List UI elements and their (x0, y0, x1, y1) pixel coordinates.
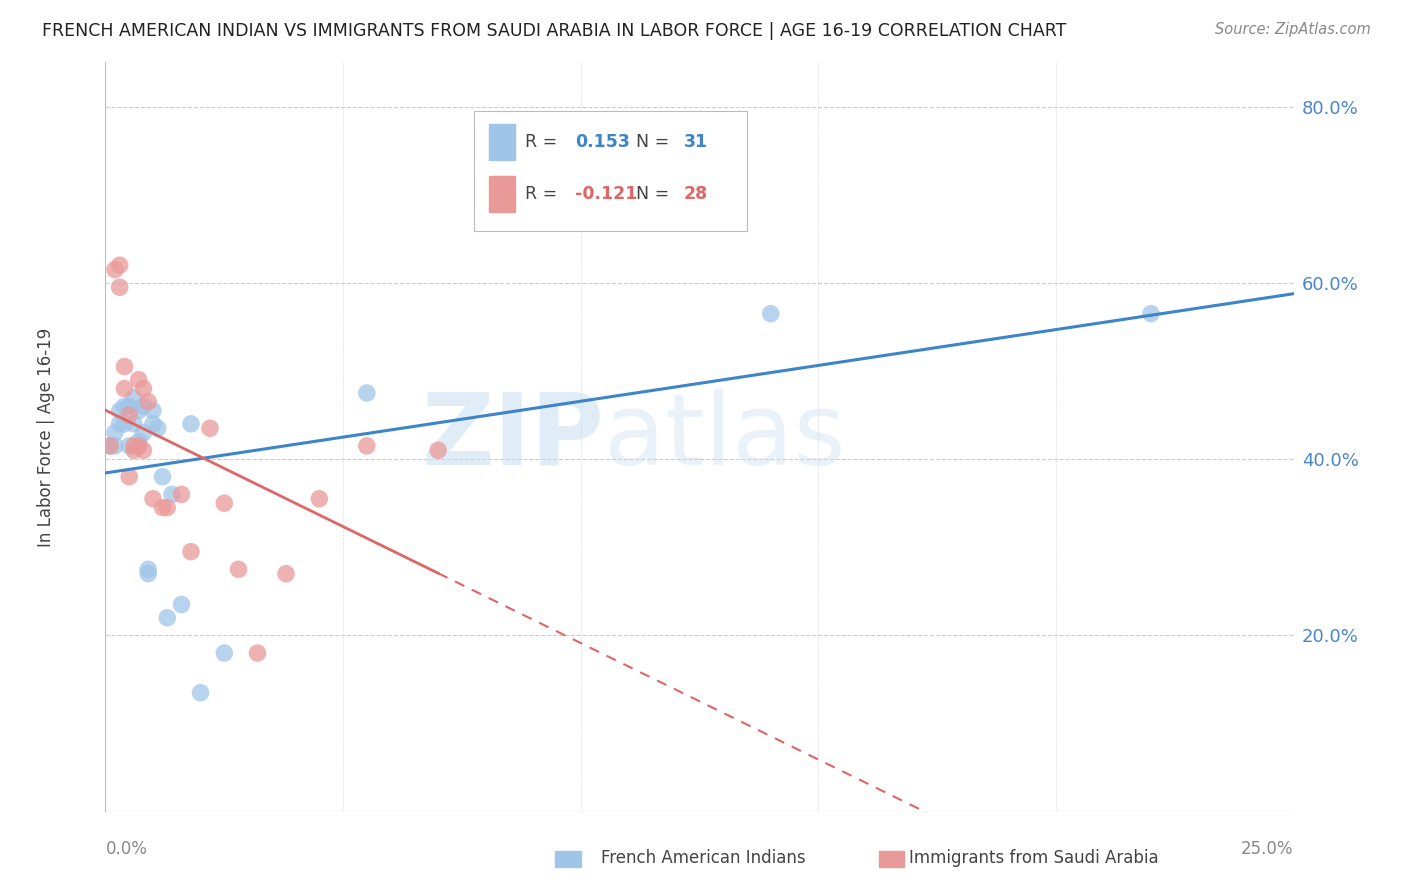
Point (180, 417, 202, 431)
Point (136, 562, 159, 576)
Point (108, 280, 131, 294)
Point (136, 394, 159, 409)
Point (122, 439, 145, 453)
Point (152, 469, 174, 483)
Point (146, 421, 169, 435)
Point (114, 399, 136, 413)
Text: 25.0%: 25.0% (1241, 840, 1294, 858)
Text: R =: R = (524, 185, 562, 202)
Point (132, 382, 155, 396)
Text: N =: N = (624, 185, 675, 202)
Point (136, 566, 159, 581)
Text: 0.0%: 0.0% (105, 840, 148, 858)
Point (108, 417, 131, 431)
Point (108, 258, 131, 272)
Point (156, 500, 179, 515)
Point (132, 425, 155, 440)
Point (170, 598, 193, 612)
Point (142, 417, 165, 431)
Point (427, 443, 450, 458)
Point (142, 403, 165, 417)
Point (118, 469, 141, 483)
Point (118, 439, 141, 453)
Point (118, 408, 141, 422)
Point (228, 562, 250, 576)
Bar (489, 176, 516, 211)
Point (190, 686, 212, 700)
Text: French American Indians: French American Indians (600, 849, 806, 867)
Text: 28: 28 (685, 185, 709, 202)
Text: Immigrants from Saudi Arabia: Immigrants from Saudi Arabia (908, 849, 1159, 867)
Text: FRENCH AMERICAN INDIAN VS IMMIGRANTS FROM SAUDI ARABIA IN LABOR FORCE | AGE 16-1: FRENCH AMERICAN INDIAN VS IMMIGRANTS FRO… (42, 22, 1067, 40)
Point (180, 544, 202, 558)
Point (128, 439, 150, 453)
Point (308, 491, 330, 506)
Point (118, 399, 141, 413)
Point (170, 487, 193, 501)
Point (108, 403, 131, 417)
Point (160, 487, 183, 501)
Point (156, 611, 179, 625)
Point (356, 386, 378, 401)
Point (122, 443, 145, 458)
Point (214, 646, 236, 660)
Text: Source: ZipAtlas.com: Source: ZipAtlas.com (1215, 22, 1371, 37)
Point (142, 491, 165, 506)
Text: N =: N = (624, 133, 675, 151)
Text: ZIP: ZIP (422, 389, 605, 485)
FancyBboxPatch shape (474, 112, 747, 231)
Point (128, 434, 150, 449)
Point (246, 646, 269, 660)
Point (104, 439, 127, 453)
Text: 0.153: 0.153 (575, 133, 630, 151)
Point (104, 262, 127, 277)
Point (98, 439, 121, 453)
Point (128, 373, 150, 387)
Point (214, 496, 236, 510)
Bar (489, 124, 516, 160)
Text: atlas: atlas (605, 389, 846, 485)
Point (1140, 307, 1163, 321)
Point (274, 566, 297, 581)
Point (114, 417, 136, 431)
Point (198, 421, 221, 435)
Point (132, 443, 155, 458)
Text: -0.121: -0.121 (575, 185, 637, 202)
Text: R =: R = (524, 133, 562, 151)
Point (356, 439, 378, 453)
Point (128, 403, 150, 417)
Text: In Labor Force | Age 16-19: In Labor Force | Age 16-19 (37, 327, 55, 547)
Point (98, 439, 121, 453)
Point (122, 417, 145, 431)
Point (114, 382, 136, 396)
Point (104, 425, 127, 440)
Point (759, 307, 782, 321)
Point (114, 359, 136, 374)
Point (122, 391, 145, 405)
Point (152, 500, 174, 515)
Text: 31: 31 (685, 133, 709, 151)
Point (132, 399, 155, 413)
Point (128, 439, 150, 453)
